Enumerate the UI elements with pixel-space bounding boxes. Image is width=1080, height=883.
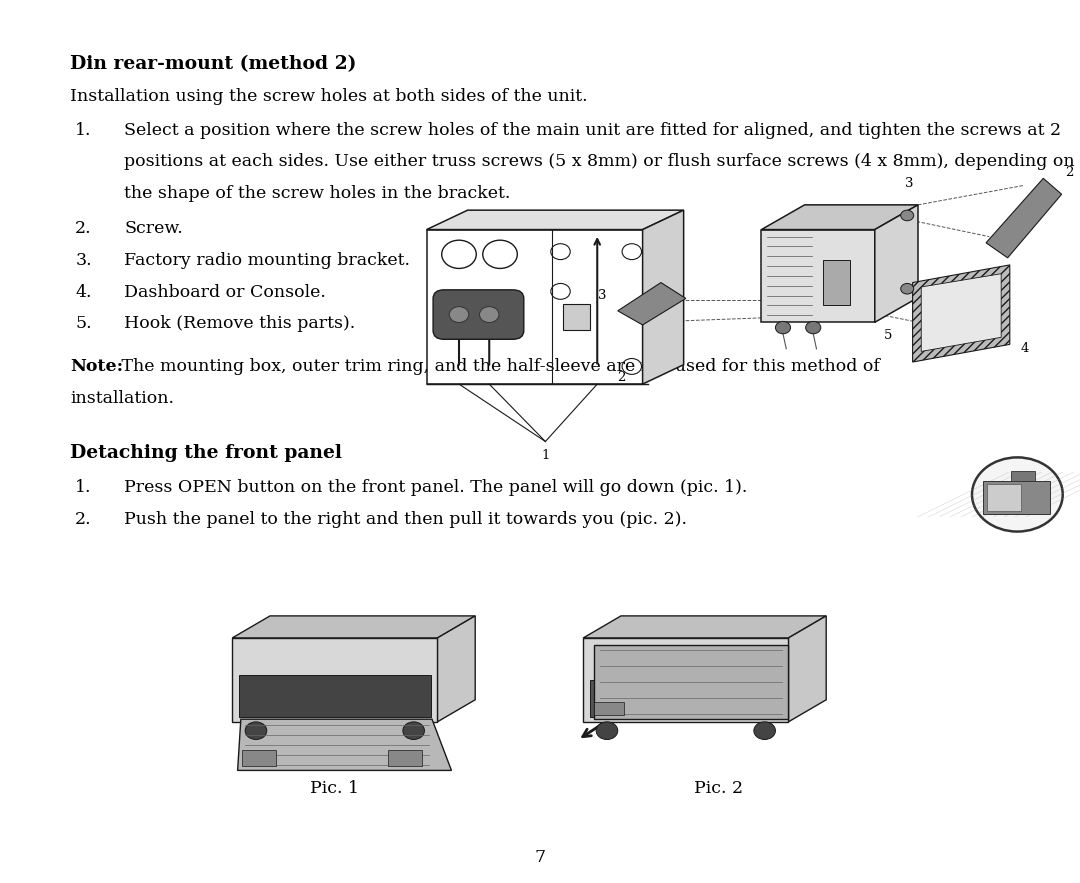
Text: Din rear-mount (method 2): Din rear-mount (method 2)	[70, 55, 356, 72]
Circle shape	[775, 321, 791, 334]
Polygon shape	[583, 638, 788, 722]
Circle shape	[901, 210, 914, 221]
Circle shape	[449, 306, 469, 322]
Polygon shape	[986, 178, 1062, 258]
Polygon shape	[594, 645, 788, 719]
Bar	[239, 675, 431, 717]
Bar	[594, 701, 624, 715]
Text: 4: 4	[1021, 343, 1029, 355]
Bar	[983, 481, 1050, 514]
Text: The mounting box, outer trim ring, and the half-sleeve are not used for this met: The mounting box, outer trim ring, and t…	[116, 358, 879, 375]
Text: Hook (Remove this parts).: Hook (Remove this parts).	[124, 315, 355, 332]
Text: 5.: 5.	[76, 315, 92, 332]
Polygon shape	[761, 230, 875, 322]
Circle shape	[972, 457, 1063, 532]
Text: 2.: 2.	[76, 511, 92, 528]
Polygon shape	[437, 616, 475, 722]
Polygon shape	[618, 283, 686, 325]
Polygon shape	[913, 265, 1010, 362]
Text: positions at each sides. Use either truss screws (5 x 8mm) or flush surface scre: positions at each sides. Use either trus…	[124, 154, 1075, 170]
Circle shape	[754, 722, 775, 740]
Polygon shape	[232, 638, 437, 722]
Circle shape	[403, 722, 424, 740]
Polygon shape	[238, 719, 451, 770]
Text: 1.: 1.	[76, 122, 92, 139]
Text: Detaching the front panel: Detaching the front panel	[70, 444, 342, 462]
Bar	[388, 751, 422, 766]
Polygon shape	[761, 205, 918, 230]
Bar	[563, 304, 590, 330]
Text: 1.: 1.	[76, 479, 92, 496]
Text: installation.: installation.	[70, 390, 174, 407]
Text: 3: 3	[598, 290, 607, 302]
Circle shape	[901, 283, 914, 294]
Polygon shape	[232, 616, 475, 638]
Text: Dashboard or Console.: Dashboard or Console.	[124, 283, 326, 300]
Text: Note:: Note:	[70, 358, 123, 375]
Circle shape	[245, 722, 267, 740]
Text: 4.: 4.	[76, 283, 92, 300]
Text: 5: 5	[883, 329, 892, 343]
FancyBboxPatch shape	[433, 290, 524, 339]
Polygon shape	[427, 210, 684, 230]
Circle shape	[806, 321, 821, 334]
Text: 7: 7	[535, 849, 545, 866]
Text: Pic. 2: Pic. 2	[693, 780, 743, 796]
Polygon shape	[788, 616, 826, 722]
Text: Select a position where the screw holes of the main unit are fitted for aligned,: Select a position where the screw holes …	[124, 122, 1062, 139]
Bar	[987, 484, 1021, 511]
Polygon shape	[643, 210, 684, 384]
Text: the shape of the screw holes in the bracket.: the shape of the screw holes in the brac…	[124, 185, 511, 202]
Text: Push the panel to the right and then pull it towards you (pic. 2).: Push the panel to the right and then pul…	[124, 511, 687, 528]
Circle shape	[596, 722, 618, 740]
Text: Pic. 1: Pic. 1	[310, 780, 360, 796]
Text: 3.: 3.	[76, 252, 92, 268]
Bar	[590, 680, 782, 717]
Polygon shape	[875, 205, 918, 322]
Text: Screw.: Screw.	[124, 220, 183, 237]
Text: Installation using the screw holes at both sides of the unit.: Installation using the screw holes at bo…	[70, 88, 588, 105]
Polygon shape	[583, 616, 826, 638]
Text: 2: 2	[617, 371, 625, 384]
Polygon shape	[921, 274, 1001, 351]
Text: 1: 1	[541, 449, 550, 462]
Circle shape	[480, 306, 499, 322]
Text: Press OPEN button on the front panel. The panel will go down (pic. 1).: Press OPEN button on the front panel. Th…	[124, 479, 747, 496]
Bar	[1011, 471, 1035, 481]
Bar	[823, 260, 850, 305]
Text: 3: 3	[905, 177, 914, 190]
Text: 2.: 2.	[76, 220, 92, 237]
Bar	[242, 751, 276, 766]
Text: Factory radio mounting bracket.: Factory radio mounting bracket.	[124, 252, 410, 268]
Text: 2: 2	[1065, 166, 1074, 178]
